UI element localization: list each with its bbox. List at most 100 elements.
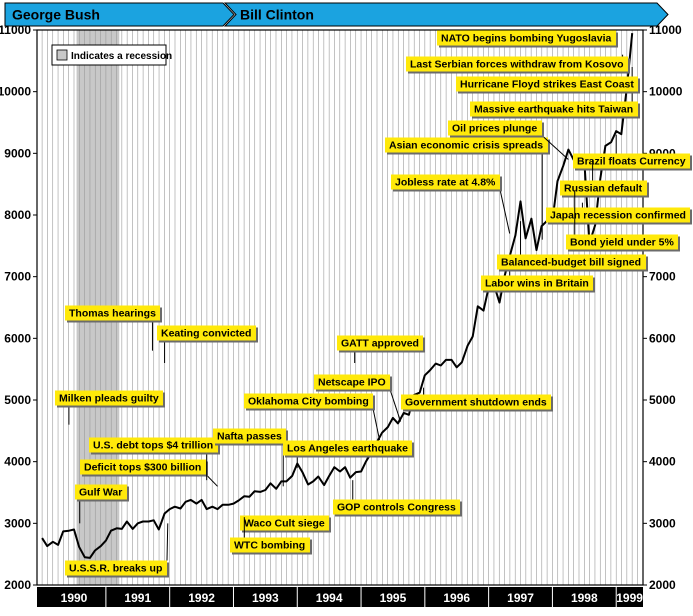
- annotation: Oil prices plunge: [448, 120, 544, 138]
- y-tick-label-left: 9000: [4, 146, 31, 160]
- plot-border: [36, 29, 644, 586]
- annotation-box: [240, 515, 329, 531]
- annotation-box: [456, 76, 638, 92]
- annotation-box: [65, 305, 160, 321]
- annotation: Hurricane Floyd strikes East Coast: [456, 76, 640, 94]
- legend-swatch: [56, 49, 68, 61]
- annotation-box: [333, 499, 460, 515]
- dow-series: [41, 33, 634, 559]
- annotation: Netscape IPO: [314, 374, 392, 392]
- annotation: Los Angeles earthquake: [283, 440, 414, 458]
- administration-arrow-2: [223, 2, 669, 27]
- y-tick-label-right: 7000: [649, 270, 676, 284]
- annotation-leader: [499, 189, 511, 234]
- annotation-box: [385, 137, 548, 153]
- y-tick-label-right: 5000: [649, 393, 676, 407]
- annotation-label: Los Angeles earthquake: [287, 443, 408, 455]
- annotation-box: [55, 390, 163, 406]
- y-tick-label-left: 8000: [4, 208, 31, 222]
- annotation-box: [470, 101, 638, 117]
- event-annotations: U.S.S.R. breaks up Gulf War Milken pleads …: [55, 30, 692, 578]
- annotation: Keating convicted: [157, 325, 258, 343]
- legend-box: [51, 44, 167, 66]
- annotation-label: Russian default: [564, 183, 643, 195]
- annotation-label: Oklahoma City bombing: [248, 396, 369, 408]
- legend-label: Indicates a recession: [71, 51, 172, 62]
- annotation-label: Nafta passes: [217, 431, 282, 443]
- x-tick-label: 1993: [252, 591, 279, 605]
- x-tick-label: 1990: [61, 591, 88, 605]
- annotation: Balanced-budget bill signed: [497, 254, 648, 272]
- annotation: Thomas hearings: [65, 305, 162, 323]
- administration-banner: George Bush Bill Clinton: [4, 2, 669, 27]
- y-tick-label-left: 10000: [0, 85, 31, 99]
- x-tick-label: 1991: [124, 591, 151, 605]
- annotation-box: [546, 207, 690, 223]
- recession-legend: Indicates a recession: [51, 44, 172, 66]
- annotation-box: [573, 153, 690, 169]
- y-tick-label-left: 5000: [4, 393, 31, 407]
- x-tick-label: 1995: [380, 591, 407, 605]
- annotation-label: U.S.S.R. breaks up: [69, 563, 162, 575]
- annotation: U.S.S.R. breaks up: [65, 560, 169, 578]
- y-tick-label-left: 6000: [4, 331, 31, 345]
- y-tick-label-left: 3000: [4, 516, 31, 530]
- annotation: Jobless rate at 4.8%: [391, 174, 502, 192]
- annotation-box: [230, 537, 310, 553]
- y-tick-label-left: 7000: [4, 270, 31, 284]
- annotation-label: Balanced-budget bill signed: [501, 257, 641, 269]
- annotation-leader: [166, 523, 169, 561]
- x-tick-label: 1997: [507, 591, 534, 605]
- annotation-box: [75, 484, 127, 500]
- annotation: Last Serbian forces withdraw from Kosovo: [406, 56, 630, 74]
- annotation-label: Asian economic crisis spreads: [389, 140, 543, 152]
- annotation: Russian default: [560, 180, 649, 198]
- annotation-label: Labor wins in Britain: [485, 278, 589, 290]
- y-tick-label-right: 11000: [649, 23, 682, 37]
- y-tick-label-right: 10000: [649, 85, 683, 99]
- annotation-label: Bond yield under 5%: [570, 237, 675, 249]
- x-tick-label: 1996: [443, 591, 470, 605]
- annotation-box: [337, 335, 423, 351]
- annotation-label: GATT approved: [341, 338, 419, 350]
- series-line: [41, 33, 634, 559]
- x-tick-label: 1994: [316, 591, 343, 605]
- annotation-label: Oil prices plunge: [452, 123, 537, 135]
- annotation-leader: [389, 389, 402, 422]
- annotation: WTC bombing: [230, 537, 312, 555]
- annotation: Bond yield under 5%: [566, 234, 680, 252]
- annotation-leader: [372, 408, 381, 441]
- annotation-leader: [541, 135, 569, 160]
- annotation-label: GOP controls Congress: [337, 502, 456, 514]
- annotation-box: [448, 120, 542, 136]
- annotation-box: [283, 440, 412, 456]
- y-tick-label-right: 2000: [649, 578, 676, 592]
- x-axis-year-bar: 1990 1991 1992 1993 1994 1995 1996 1997 1998 1999: [37, 587, 643, 607]
- annotation-label: Milken pleads guilty: [59, 393, 159, 405]
- x-tick-label: 1999: [616, 591, 643, 605]
- y-tick-label-left: 2000: [4, 578, 31, 592]
- annotation-box: [213, 428, 286, 444]
- annotation: Brazil floats Currency: [573, 153, 692, 171]
- y-tick-label-right: 6000: [649, 331, 676, 345]
- annotation-box: [497, 254, 646, 270]
- y-tick-label-right: 3000: [649, 516, 676, 530]
- annotation: Nafta passes: [213, 428, 288, 446]
- annotation-label: Brazil floats Currency: [577, 156, 686, 168]
- annotation-label: Massive earthquake hits Taiwan: [474, 104, 633, 116]
- annotation: NATO begins bombing Yugoslavia: [437, 30, 618, 48]
- annotation-box: [65, 560, 167, 576]
- annotation: Waco Cult siege: [240, 515, 331, 533]
- annotation-label: Japan recession confirmed: [550, 210, 686, 222]
- annotation: GATT approved: [337, 335, 425, 353]
- annotation: Japan recession confirmed: [546, 207, 692, 225]
- annotation-box: [391, 174, 500, 190]
- annotation-label: WTC bombing: [234, 540, 305, 552]
- annotation-box: [80, 459, 206, 475]
- annotation: Oklahoma City bombing: [244, 393, 375, 411]
- annotation: Asian economic crisis spreads: [385, 137, 550, 155]
- administration-label-2: Bill Clinton: [240, 7, 314, 23]
- annotation-box: [89, 437, 218, 453]
- annotation-label: Jobless rate at 4.8%: [395, 177, 496, 189]
